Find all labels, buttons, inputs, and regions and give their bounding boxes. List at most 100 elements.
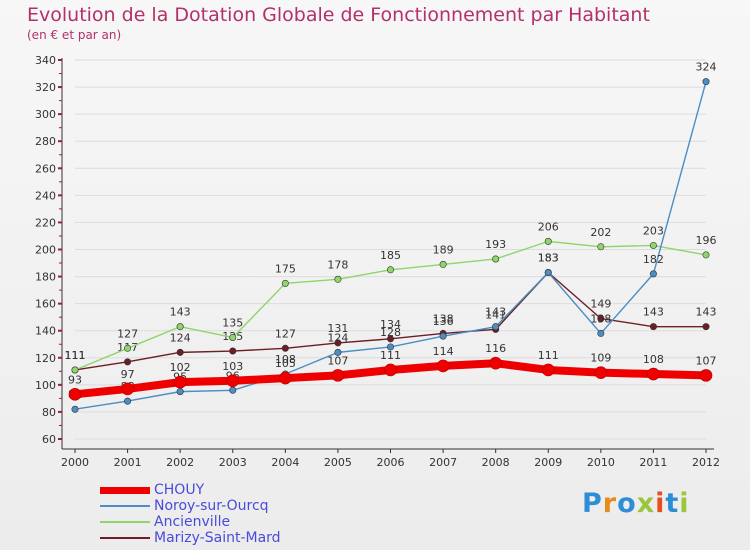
data-label-ancienville: 143 [170, 306, 191, 319]
data-label-noroy-sur-ourcq: 138 [590, 312, 611, 325]
data-point-noroy-sur-ourcq [649, 270, 657, 278]
data-label-noroy-sur-ourcq: 324 [696, 61, 717, 74]
proxiti-logo: Proxiti [582, 488, 690, 519]
data-point-chouy [173, 375, 187, 389]
x-tick-label: 2009 [534, 456, 562, 469]
data-point-ancienville [702, 251, 710, 259]
y-tick-label: 200 [35, 244, 56, 257]
legend-label-marizy-saint-mard: Marizy-Saint-Mard [154, 530, 281, 546]
x-tick-label: 2011 [639, 456, 667, 469]
data-label-ancienville: 189 [433, 243, 454, 256]
data-label-ancienville: 127 [117, 327, 138, 340]
data-point-marizy-saint-mard [702, 323, 710, 331]
y-tick-label: 80 [42, 406, 56, 419]
data-point-chouy [647, 367, 660, 381]
data-point-marizy-saint-mard [124, 358, 132, 366]
y-tick-label: 340 [35, 54, 56, 67]
data-point-marizy-saint-mard [229, 347, 237, 355]
x-tick-label: 2001 [114, 456, 142, 469]
data-label-marizy-saint-mard: 131 [327, 322, 348, 335]
data-point-chouy [594, 366, 608, 379]
logo-letter: x [636, 488, 656, 519]
logo-letter: i [679, 488, 690, 519]
data-point-noroy-sur-ourcq [334, 348, 342, 356]
data-point-ancienville [386, 266, 394, 274]
data-label-noroy-sur-ourcq: 136 [433, 315, 454, 328]
data-point-ancienville [649, 241, 657, 249]
legend-label-ancienville: Ancienville [154, 514, 231, 530]
data-label-marizy-saint-mard: 183 [538, 252, 559, 265]
legend-swatch-ancienville [100, 521, 150, 523]
data-point-ancienville [597, 243, 605, 251]
data-point-ancienville [439, 260, 447, 268]
legend-swatch-chouy [100, 486, 150, 494]
legend-swatch-marizy-saint-mard [100, 537, 150, 539]
data-label-noroy-sur-ourcq: 108 [275, 353, 296, 366]
data-label-marizy-saint-mard: 138 [433, 312, 454, 325]
data-label-noroy-sur-ourcq: 124 [327, 331, 348, 344]
data-point-ancienville [334, 275, 342, 283]
data-point-chouy [121, 382, 134, 396]
y-tick-label: 120 [35, 352, 56, 365]
x-tick-label: 2002 [166, 456, 194, 469]
data-label-chouy: 97 [121, 368, 135, 381]
data-point-noroy-sur-ourcq [176, 388, 184, 396]
data-point-marizy-saint-mard [281, 344, 289, 352]
y-tick-label: 300 [35, 108, 56, 121]
data-point-noroy-sur-ourcq [439, 332, 447, 340]
y-tick-label: 140 [35, 325, 56, 338]
data-label-marizy-saint-mard: 149 [590, 298, 611, 311]
data-label-noroy-sur-ourcq: 182 [643, 253, 664, 266]
data-point-noroy-sur-ourcq [702, 78, 710, 86]
data-point-chouy [384, 363, 397, 377]
data-point-ancienville [544, 237, 552, 245]
logo-letter: i [655, 488, 666, 519]
logo-letter: o [617, 488, 637, 519]
data-label-chouy: 114 [433, 345, 454, 358]
data-label-noroy-sur-ourcq: 128 [380, 326, 401, 339]
data-label-marizy-saint-mard: 141 [485, 308, 506, 321]
data-point-noroy-sur-ourcq [492, 323, 500, 331]
data-point-ancienville [229, 333, 237, 341]
legend-swatch-noroy-sur-ourcq [100, 505, 150, 507]
x-tick-label: 2003 [219, 456, 247, 469]
y-tick-label: 240 [35, 189, 56, 202]
data-label-noroy-sur-ourcq: 183 [538, 252, 559, 265]
data-point-noroy-sur-ourcq [71, 405, 79, 413]
legend-label-noroy-sur-ourcq: Noroy-sur-Ourcq [154, 498, 269, 514]
data-point-chouy [489, 356, 502, 370]
data-point-ancienville [281, 279, 289, 287]
data-point-chouy [331, 369, 345, 382]
data-point-chouy [279, 371, 292, 385]
data-point-noroy-sur-ourcq [229, 386, 237, 394]
data-point-noroy-sur-ourcq [386, 343, 394, 351]
data-label-ancienville: 111 [65, 349, 86, 362]
logo-letter: P [582, 488, 603, 519]
data-label-noroy-sur-ourcq: 143 [485, 306, 506, 319]
data-point-noroy-sur-ourcq [597, 329, 605, 337]
y-tick-label: 260 [35, 162, 56, 175]
data-label-marizy-saint-mard: 143 [643, 306, 664, 319]
data-label-chouy: 107 [696, 354, 717, 367]
data-label-chouy: 107 [327, 354, 348, 367]
data-point-ancienville [492, 255, 500, 263]
data-label-chouy: 93 [68, 373, 82, 386]
data-label-ancienville: 196 [696, 234, 717, 247]
data-point-chouy [68, 388, 82, 401]
y-tick-label: 100 [35, 379, 56, 392]
data-label-ancienville: 206 [538, 220, 559, 233]
data-label-chouy: 111 [380, 349, 401, 362]
x-tick-label: 2006 [377, 456, 405, 469]
data-label-chouy: 116 [485, 342, 506, 355]
data-point-ancienville [124, 344, 132, 352]
data-point-marizy-saint-mard [334, 339, 342, 347]
data-label-chouy: 108 [643, 353, 664, 366]
x-tick-label: 2005 [324, 456, 352, 469]
x-tick-label: 2012 [692, 456, 720, 469]
y-tick-label: 180 [35, 271, 56, 284]
data-label-ancienville: 178 [327, 258, 348, 271]
data-label-chouy: 109 [590, 352, 611, 365]
data-label-ancienville: 185 [380, 249, 401, 262]
data-label-chouy: 102 [170, 361, 191, 374]
